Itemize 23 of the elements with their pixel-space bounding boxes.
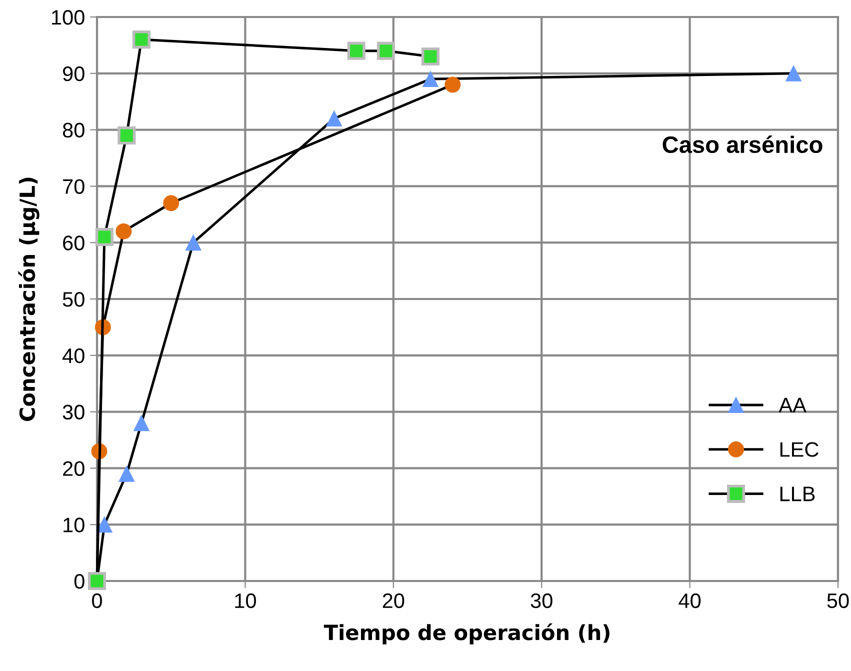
annotation: Caso arsénico [662, 136, 822, 154]
y-tick-label: 0 [74, 574, 84, 589]
x-axis-title: Tiempo de operación (h) [324, 623, 610, 644]
x-tick-label: 30 [530, 593, 552, 608]
y-tick-label: 60 [63, 236, 84, 250]
y-tick-label: 70 [63, 179, 84, 194]
x-tick-label: 10 [235, 593, 256, 608]
legend-label: LLB [780, 486, 815, 502]
y-tick-label: 90 [63, 66, 84, 82]
y-tick-label: 40 [62, 348, 84, 364]
x-tick-label: 40 [678, 593, 701, 608]
x-tick-label: 20 [382, 593, 404, 608]
y-tick-label: 50 [62, 292, 84, 307]
y-axis-title: Concentración (µg/L) [18, 178, 40, 422]
y-tick-label: 10 [64, 518, 84, 532]
x-tick-label: 0 [92, 593, 102, 608]
y-tick-label: 100 [52, 10, 84, 25]
y-tick-label: 80 [62, 122, 84, 138]
legend-label: AA [778, 398, 806, 412]
y-tick-label: 30 [62, 404, 84, 420]
y-tick-label: 20 [63, 461, 84, 476]
x-tick-label: 50 [827, 593, 849, 608]
legend-label: LEC [780, 442, 818, 457]
